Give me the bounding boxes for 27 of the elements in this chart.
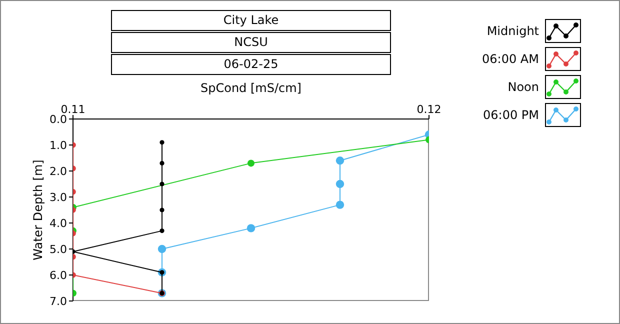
point xyxy=(246,224,256,232)
legend-label: Midnight xyxy=(486,24,539,38)
y-tick-label: 5.0 xyxy=(50,242,67,256)
y-tick-label: 2.0 xyxy=(50,164,67,178)
point xyxy=(336,200,344,209)
legend-label: 06:00 PM xyxy=(483,108,539,122)
chart-subtitle: NCSU xyxy=(111,32,391,53)
y-tick-label: 6.0 xyxy=(50,268,67,282)
point xyxy=(158,244,166,254)
chart-title: City Lake xyxy=(111,10,391,31)
point xyxy=(160,140,164,145)
y-tick-label: 3.0 xyxy=(50,190,67,204)
point xyxy=(160,182,164,186)
y-tick-label: 4.0 xyxy=(50,216,67,230)
point xyxy=(336,180,344,188)
legend-label: Noon xyxy=(508,80,539,94)
point xyxy=(160,160,164,166)
x-axis-title: SpCond [mS/cm] xyxy=(200,81,302,95)
text: 06-02-25 xyxy=(111,54,391,75)
point xyxy=(160,228,164,234)
point xyxy=(336,156,344,165)
point xyxy=(160,208,164,212)
x-tick-label: 0.12 xyxy=(416,103,442,116)
y-tick-label: 7.0 xyxy=(50,294,67,308)
legend-label: 06:00 AM xyxy=(482,52,539,66)
y-tick-label: 1.0 xyxy=(50,138,67,152)
y-axis-title: Water Depth [m] xyxy=(31,160,45,260)
